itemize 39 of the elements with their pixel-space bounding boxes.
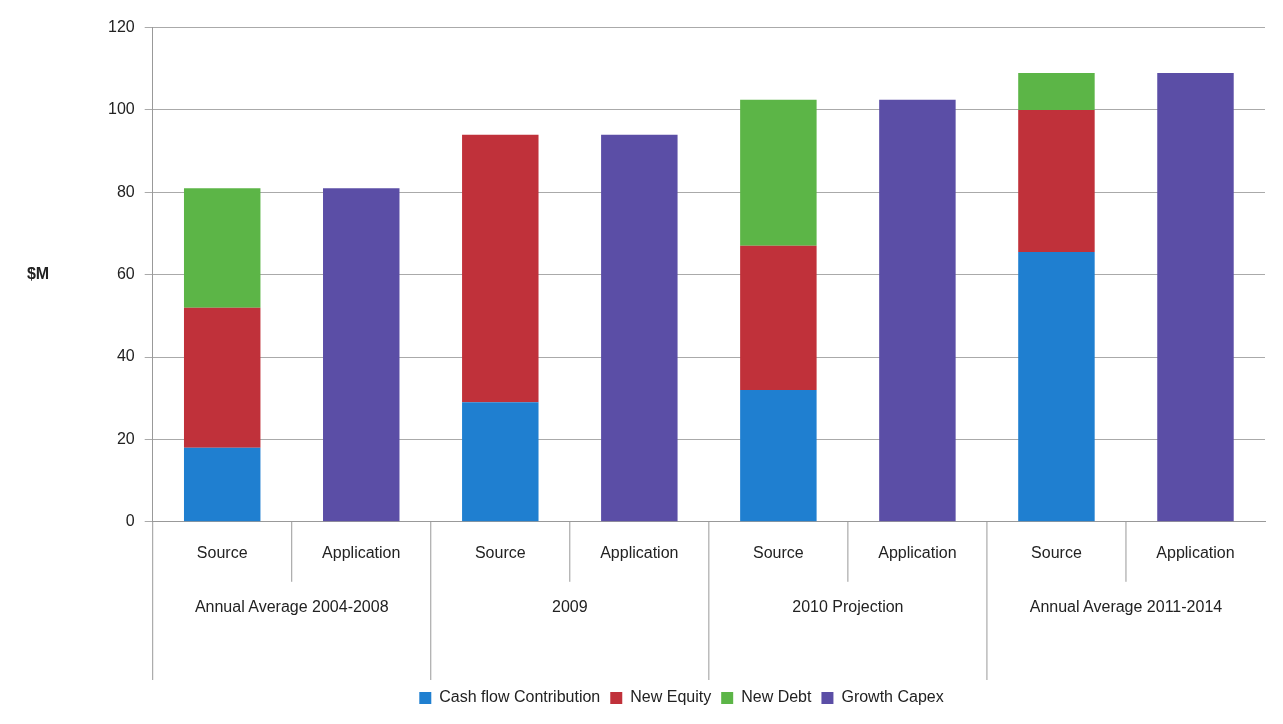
x-tick-label: Source [474, 543, 526, 561]
text: 2010 Projection [792, 598, 904, 616]
bar [1018, 72, 1095, 110]
text: 2009 [552, 598, 588, 616]
y-tick-label: 40 [116, 347, 135, 365]
y-axis-title: $M [26, 265, 50, 283]
legend-label: New Equity [630, 688, 712, 706]
y-tick-label: 60 [116, 265, 135, 283]
y-tick-label: 0 [125, 512, 135, 530]
text: Annual Average 2011-2014 [1029, 598, 1223, 616]
bar [1157, 72, 1234, 522]
bar [1018, 252, 1095, 522]
x-tick-label: Application [600, 543, 679, 561]
x-tick-label: Application [878, 543, 957, 561]
bar [183, 307, 261, 448]
bar [183, 188, 261, 308]
bar [740, 245, 817, 391]
bar [740, 390, 817, 522]
legend-label: New Debt [741, 688, 812, 706]
bar [601, 134, 678, 522]
bar [462, 402, 539, 522]
bar [323, 188, 400, 522]
legend-label: Cash flow Contribution [439, 688, 601, 706]
y-tick-label: 80 [116, 182, 135, 200]
y-tick-label: 100 [107, 100, 135, 118]
bar [462, 134, 539, 403]
text: Annual Average 2004-2008 [194, 598, 389, 616]
bar [740, 99, 817, 246]
y-tick-label: 120 [107, 18, 135, 36]
x-tick-label: Application [322, 543, 401, 561]
x-tick-label: Source [1031, 543, 1082, 561]
x-tick-label: Source [196, 543, 248, 561]
bar [879, 99, 956, 522]
legend-label: Growth Capex [841, 688, 944, 706]
y-tick-label: 20 [116, 429, 135, 447]
x-tick-label: Application [1156, 543, 1235, 561]
x-tick-label: Source [753, 543, 804, 561]
bar [1018, 109, 1095, 253]
bar [183, 447, 261, 522]
